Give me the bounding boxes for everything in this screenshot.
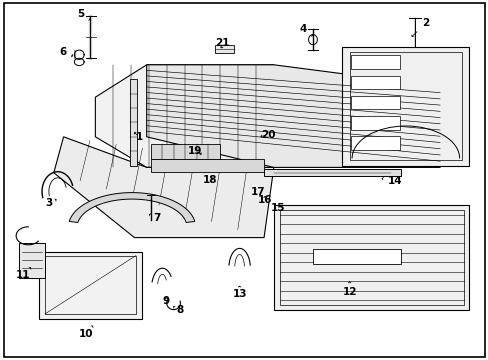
Text: 4: 4: [299, 24, 312, 36]
Text: 14: 14: [382, 176, 402, 186]
Polygon shape: [342, 47, 468, 166]
Polygon shape: [129, 79, 137, 166]
Polygon shape: [264, 169, 400, 176]
Text: 6: 6: [59, 47, 72, 57]
Text: 19: 19: [187, 146, 202, 156]
Text: 10: 10: [78, 326, 93, 339]
Polygon shape: [146, 65, 439, 167]
Polygon shape: [150, 144, 220, 159]
Polygon shape: [95, 65, 273, 167]
Bar: [39, 252, 142, 319]
Bar: [215, 45, 233, 53]
Text: 3: 3: [45, 198, 56, 208]
Bar: [312, 249, 400, 264]
Text: 8: 8: [173, 305, 183, 315]
Text: 21: 21: [215, 38, 229, 48]
Polygon shape: [54, 137, 273, 238]
Bar: [350, 116, 399, 130]
Bar: [350, 96, 399, 109]
Text: 2: 2: [411, 18, 428, 37]
Bar: [350, 76, 399, 89]
Text: 15: 15: [270, 203, 285, 213]
Text: 17: 17: [250, 186, 265, 197]
Text: 16: 16: [257, 195, 272, 205]
Text: 13: 13: [232, 286, 246, 300]
Text: 5: 5: [77, 9, 90, 20]
Bar: [45, 256, 136, 314]
Text: 18: 18: [203, 175, 217, 185]
Text: 1: 1: [134, 132, 142, 142]
Polygon shape: [69, 193, 194, 222]
Polygon shape: [273, 205, 468, 310]
Bar: [350, 136, 399, 150]
Polygon shape: [150, 159, 264, 172]
Text: 12: 12: [342, 282, 356, 297]
Text: 7: 7: [149, 213, 160, 223]
Text: 20: 20: [260, 130, 275, 140]
Text: 11: 11: [16, 267, 31, 280]
Bar: [350, 55, 399, 69]
Polygon shape: [19, 243, 45, 278]
Text: 9: 9: [163, 296, 169, 306]
